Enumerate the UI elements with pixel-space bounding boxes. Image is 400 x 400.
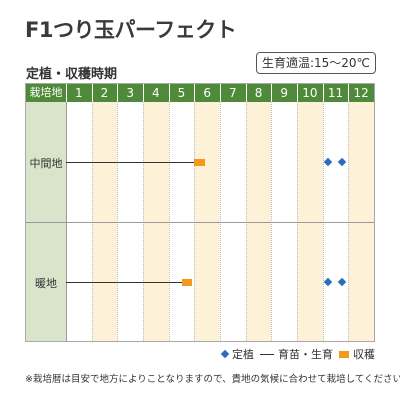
region-label-column (26, 102, 66, 341)
planting-marker (323, 157, 333, 167)
month-gridline (348, 102, 350, 341)
month-header-cell: 4 (152, 86, 160, 100)
month-header-cell: 8 (254, 86, 263, 100)
legend-harvest: 収穫 (339, 346, 375, 362)
month-gridline (143, 102, 144, 341)
header-separator (245, 84, 247, 102)
month-shade (91, 102, 118, 341)
planting-marker (337, 157, 347, 167)
month-gridline (322, 102, 324, 341)
header-region-label: 栽培地 (29, 86, 63, 99)
month-gridline (91, 102, 93, 341)
month-shade (348, 102, 374, 341)
harvest-box-icon (339, 350, 349, 358)
legend: 定植 育苗・生育 収穫 (216, 346, 375, 362)
header-separator (194, 84, 196, 102)
month-header-cell: 2 (100, 86, 109, 100)
header-separator (271, 84, 273, 102)
footnote: ※栽培暦は目安で地方によりことなりますので、貴地の気候に合わせて栽培してください… (25, 374, 400, 385)
month-header-cell: 1 (75, 86, 83, 100)
month-gridline (194, 102, 196, 341)
planting-diamond-icon (220, 349, 230, 359)
harvest-marker (181, 279, 192, 286)
header-separator (91, 84, 93, 102)
header-separator (143, 84, 144, 102)
growth-period-line (66, 162, 195, 163)
legend-growth-label: 育苗・生育 (278, 348, 333, 361)
header-separator (220, 84, 222, 102)
month-header-cell: 7 (229, 86, 237, 100)
month-shade (143, 102, 169, 341)
harvest-marker (194, 159, 205, 166)
month-gridline (220, 102, 222, 341)
month-header-cell: 9 (280, 86, 288, 100)
month-header: 栽培地 1 2 3 4 5 6 7 8 9 10 11 12 (26, 84, 374, 102)
month-gridline (117, 102, 119, 341)
row-divider (26, 222, 374, 223)
month-header-cell: 3 (126, 86, 134, 100)
row-label: 中間地 (29, 157, 63, 170)
header-separator (348, 84, 350, 102)
legend-planting: 定植 (220, 346, 254, 362)
legend-harvest-label: 収穫 (353, 348, 375, 361)
month-header-cell: 11 (327, 86, 344, 100)
growth-line-icon (260, 353, 274, 355)
header-separator (117, 84, 119, 102)
month-header-cell: 12 (353, 86, 369, 100)
header-separator (168, 84, 170, 102)
month-shade (194, 102, 220, 341)
month-header-cell: 10 (302, 86, 318, 100)
legend-planting-label: 定植 (232, 348, 254, 361)
temperature-badge: 生育適温:15～20℃ (256, 52, 376, 74)
month-gridline (271, 102, 273, 341)
month-header-cell: 5 (177, 86, 186, 100)
month-gridline (168, 102, 170, 341)
month-shade (245, 102, 272, 341)
month-gridline (245, 102, 247, 341)
label-separator (66, 102, 67, 341)
header-separator (322, 84, 324, 102)
planting-marker (323, 277, 333, 287)
section-subtitle: 定植・収穫時期 (26, 67, 118, 82)
growth-period-line (66, 282, 182, 283)
month-header-cell: 6 (203, 86, 211, 100)
row-label: 暖地 (35, 277, 57, 290)
planting-marker (337, 277, 347, 287)
month-gridline (297, 102, 299, 341)
header-separator (297, 84, 299, 102)
month-shade (297, 102, 323, 341)
cultivation-calendar: 栽培地 1 2 3 4 5 6 7 8 9 10 11 12 中間地 暖地 (25, 83, 375, 342)
page-title: F1つり玉パーフェクト (25, 18, 237, 42)
header-separator (66, 84, 67, 102)
legend-growth: 育苗・生育 (260, 346, 333, 362)
